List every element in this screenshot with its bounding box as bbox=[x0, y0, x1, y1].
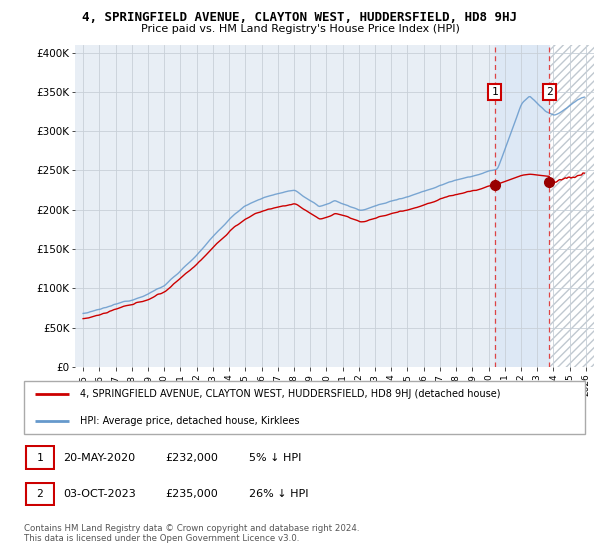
Text: £235,000: £235,000 bbox=[165, 489, 218, 499]
Text: 03-OCT-2023: 03-OCT-2023 bbox=[63, 489, 136, 499]
FancyBboxPatch shape bbox=[24, 381, 585, 434]
Bar bbox=[495, 45, 550, 367]
Text: HPI: Average price, detached house, Kirklees: HPI: Average price, detached house, Kirk… bbox=[80, 416, 299, 426]
Text: 4, SPRINGFIELD AVENUE, CLAYTON WEST, HUDDERSFIELD, HD8 9HJ (detached house): 4, SPRINGFIELD AVENUE, CLAYTON WEST, HUD… bbox=[80, 389, 500, 399]
Text: 20-MAY-2020: 20-MAY-2020 bbox=[63, 452, 135, 463]
Text: 1: 1 bbox=[491, 87, 498, 97]
Bar bbox=[550, 45, 594, 367]
Text: Price paid vs. HM Land Registry's House Price Index (HPI): Price paid vs. HM Land Registry's House … bbox=[140, 24, 460, 34]
FancyBboxPatch shape bbox=[26, 483, 53, 505]
FancyBboxPatch shape bbox=[26, 446, 53, 469]
Text: 2: 2 bbox=[36, 489, 43, 499]
Bar bbox=[495, 45, 550, 367]
Text: Contains HM Land Registry data © Crown copyright and database right 2024.
This d: Contains HM Land Registry data © Crown c… bbox=[24, 524, 359, 543]
Text: £232,000: £232,000 bbox=[165, 452, 218, 463]
Text: 2: 2 bbox=[546, 87, 553, 97]
Text: 1: 1 bbox=[36, 452, 43, 463]
Text: 5% ↓ HPI: 5% ↓ HPI bbox=[249, 452, 301, 463]
Text: 26% ↓ HPI: 26% ↓ HPI bbox=[249, 489, 308, 499]
Text: 4, SPRINGFIELD AVENUE, CLAYTON WEST, HUDDERSFIELD, HD8 9HJ: 4, SPRINGFIELD AVENUE, CLAYTON WEST, HUD… bbox=[83, 11, 517, 24]
Bar bbox=[75, 45, 495, 367]
